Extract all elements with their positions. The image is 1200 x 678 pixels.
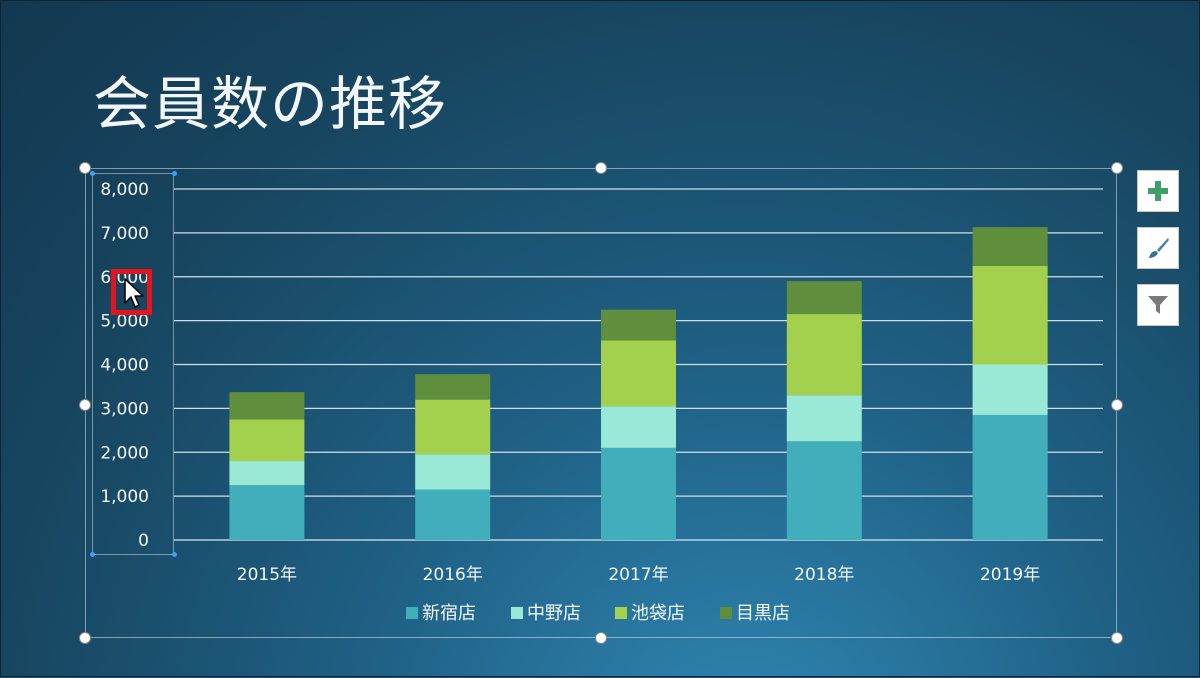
- bar-segment: [972, 364, 1048, 415]
- slide-title[interactable]: 会員数の推移: [93, 70, 448, 138]
- bar-segment: [601, 340, 676, 407]
- y-tick-label: 2,000: [100, 443, 149, 463]
- bar-segment: [415, 454, 491, 490]
- mouse-cursor-icon: [124, 278, 144, 308]
- y-tick-label: 0: [138, 531, 149, 551]
- y-tick-label: 1,000: [100, 487, 149, 507]
- bar-segment: [415, 489, 491, 540]
- bar-segment: [972, 265, 1048, 365]
- y-tick-label: 4,000: [100, 356, 149, 376]
- bar-segment: [415, 374, 491, 400]
- resize-handle-bottom-center[interactable]: [595, 632, 607, 644]
- filter-icon: [1148, 296, 1168, 314]
- chart-styles-button[interactable]: [1137, 227, 1179, 269]
- resize-handle-top-left[interactable]: [79, 162, 91, 174]
- chart-elements-button[interactable]: [1137, 170, 1179, 212]
- axis-handle-top-right[interactable]: [172, 171, 177, 176]
- y-tick-label: 3,000: [100, 399, 149, 419]
- bar-segment: [229, 419, 305, 462]
- bar-segment: [786, 281, 862, 315]
- chart-filters-button[interactable]: [1137, 284, 1179, 326]
- legend-swatch: [720, 607, 732, 619]
- legend-label: 池袋店: [631, 603, 685, 624]
- bar-segment: [601, 447, 676, 540]
- x-tick-label: 2016年: [423, 565, 483, 585]
- bar-segment: [601, 309, 676, 341]
- legend-swatch: [406, 607, 418, 619]
- y-tick-label: 5,000: [100, 312, 149, 332]
- plus-icon: [1148, 181, 1168, 201]
- bar-segment: [786, 314, 862, 396]
- brush-icon: [1149, 238, 1169, 258]
- x-tick-label: 2018年: [794, 565, 854, 585]
- bar-segment: [415, 399, 491, 455]
- x-tick-label: 2019年: [980, 565, 1040, 585]
- resize-handle-bottom-left[interactable]: [79, 632, 91, 644]
- axis-handle-top-left[interactable]: [90, 171, 95, 176]
- legend-swatch: [511, 607, 523, 619]
- resize-handle-bottom-right[interactable]: [1111, 632, 1123, 644]
- resize-handle-middle-left[interactable]: [79, 399, 91, 411]
- bar-segment: [601, 406, 676, 448]
- bar-segment: [229, 485, 305, 540]
- legend-label: 目黒店: [736, 603, 790, 624]
- vertical-axis-selection[interactable]: [92, 173, 174, 555]
- resize-handle-top-right[interactable]: [1111, 162, 1123, 174]
- bar-segment: [972, 227, 1048, 266]
- y-tick-label: 7,000: [100, 224, 149, 244]
- x-tick-label: 2015年: [237, 565, 297, 585]
- resize-handle-middle-right[interactable]: [1111, 399, 1123, 411]
- legend-label: 新宿店: [422, 603, 476, 624]
- x-tick-label: 2017年: [608, 565, 668, 585]
- axis-handle-bottom-left[interactable]: [90, 552, 95, 557]
- cursor-highlight-box: [111, 269, 152, 315]
- bar-segment: [229, 461, 305, 486]
- legend-swatch: [615, 607, 627, 619]
- legend-label: 中野店: [527, 603, 581, 624]
- bar-segment: [786, 395, 862, 442]
- bar-segment: [229, 392, 305, 420]
- resize-handle-top-center[interactable]: [595, 162, 607, 174]
- bar-segment: [972, 414, 1048, 540]
- y-tick-label: 8,000: [100, 180, 149, 200]
- bar-segment: [786, 441, 862, 540]
- axis-handle-bottom-right[interactable]: [172, 552, 177, 557]
